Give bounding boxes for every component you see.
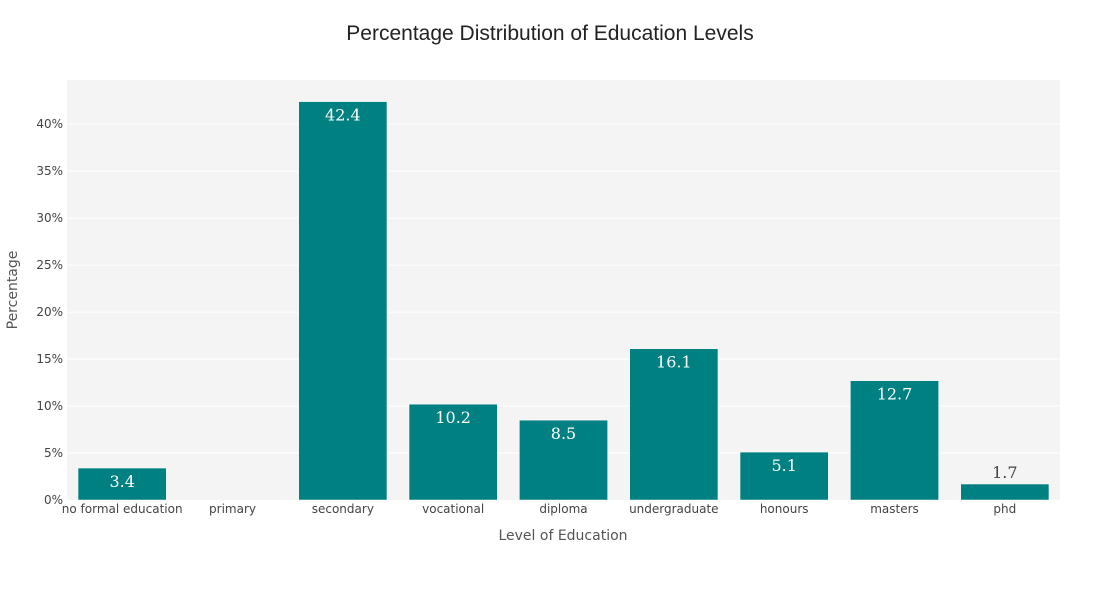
bar [298, 101, 388, 501]
bar-value-label: 12.7 [877, 385, 913, 404]
chart-title: Percentage Distribution of Education Lev… [346, 22, 753, 45]
bar-value-label: 8.5 [551, 424, 576, 443]
y-axis-ticks: 0% 5% 10% 15% 20% 25% 30% 35% 40% [36, 117, 63, 507]
bar [629, 348, 719, 501]
y-tick-label: 0% [44, 493, 63, 507]
bar-value-label: 1.7 [992, 463, 1017, 482]
bar [739, 451, 829, 501]
gridlines [67, 123, 1060, 454]
bar-value-labels: 3.4 42.4 10.2 8.5 16.1 5.1 12.7 1.7 [109, 106, 1017, 491]
bar-value-label: 5.1 [771, 456, 796, 475]
x-tick-label: secondary [312, 502, 374, 516]
y-tick-label: 40% [36, 117, 63, 131]
bar-value-label: 10.2 [435, 408, 471, 427]
bars [77, 101, 1050, 501]
bar [408, 403, 498, 501]
x-tick-label: no formal education [62, 502, 183, 516]
x-tick-label: primary [209, 502, 256, 516]
y-tick-label: 25% [36, 258, 63, 272]
y-tick-label: 20% [36, 305, 63, 319]
x-tick-label: masters [870, 502, 919, 516]
bar [960, 483, 1050, 501]
y-tick-label: 5% [44, 446, 63, 460]
bar-value-label: 3.4 [109, 472, 134, 491]
x-tick-label: undergraduate [629, 502, 719, 516]
y-axis-title: Percentage [5, 251, 21, 330]
x-tick-label: phd [993, 502, 1016, 516]
x-tick-label: diploma [539, 502, 587, 516]
bar [519, 419, 608, 501]
y-tick-label: 15% [36, 352, 63, 366]
x-axis-title: Level of Education [498, 528, 627, 544]
bar [850, 380, 939, 501]
bar-value-label: 16.1 [656, 353, 692, 372]
bar-value-label: 42.4 [325, 106, 361, 125]
y-tick-label: 10% [36, 399, 63, 413]
y-tick-label: 35% [36, 164, 63, 178]
x-tick-label: vocational [422, 502, 484, 516]
bar [77, 467, 167, 501]
y-tick-label: 30% [36, 211, 63, 225]
x-axis-ticks: no formal education primary secondary vocat… [62, 502, 1016, 516]
x-tick-label: honours [760, 502, 809, 516]
